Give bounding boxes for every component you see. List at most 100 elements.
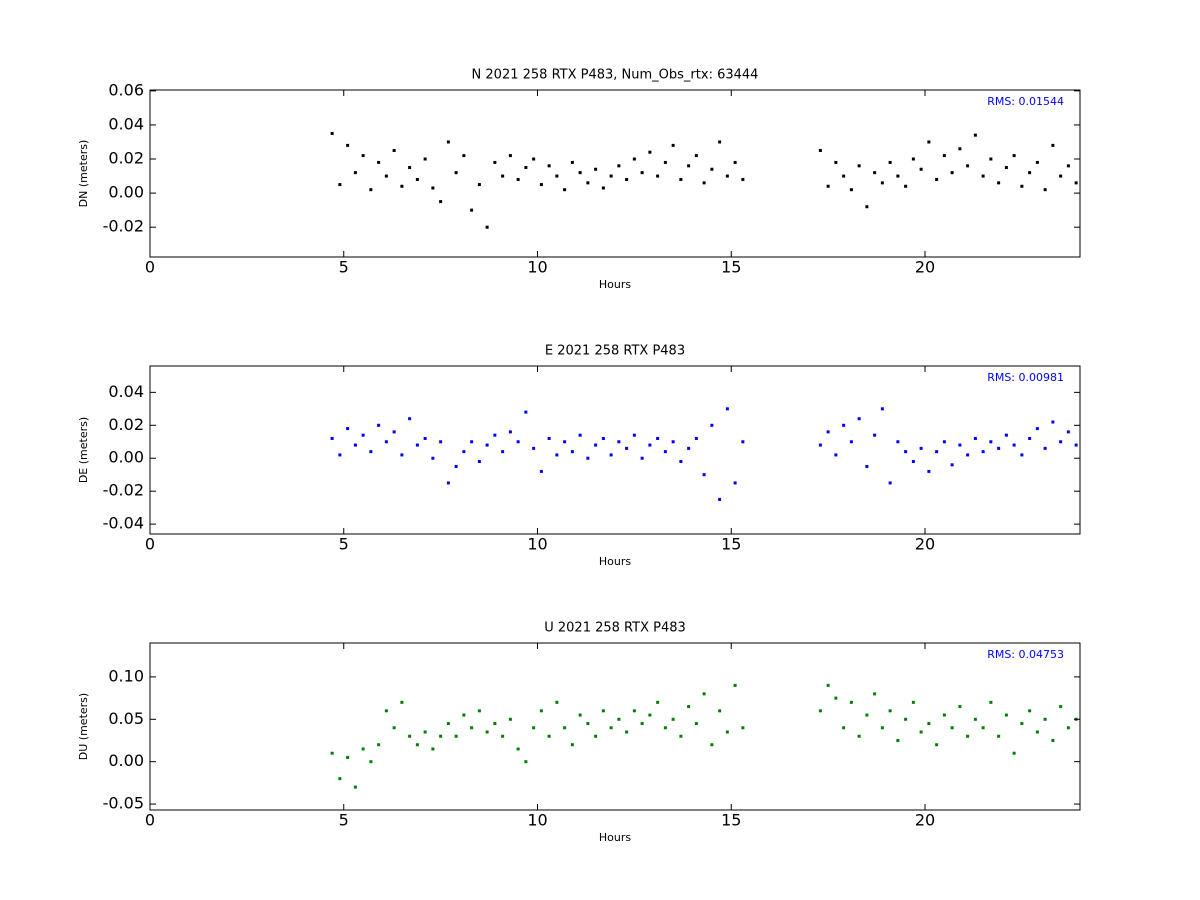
axes-frame	[149, 365, 1081, 535]
point	[470, 440, 474, 444]
point	[671, 440, 675, 444]
point	[989, 440, 993, 444]
point	[439, 200, 443, 204]
point	[377, 743, 381, 747]
point	[725, 407, 729, 411]
point	[601, 709, 605, 713]
axes-frame	[149, 642, 1081, 811]
point	[632, 433, 636, 437]
point	[1020, 453, 1024, 457]
point	[346, 755, 350, 759]
x-axis-label: Hours	[599, 555, 631, 568]
point	[896, 440, 900, 444]
point	[842, 726, 846, 730]
point	[1035, 427, 1039, 431]
point	[656, 174, 660, 178]
point	[353, 443, 357, 447]
point	[1004, 433, 1008, 437]
point	[818, 709, 822, 713]
point	[609, 453, 613, 457]
point	[718, 497, 722, 501]
point	[710, 423, 714, 427]
point	[865, 713, 869, 717]
y-tick-label: -0.05	[103, 794, 144, 813]
point	[1074, 443, 1078, 447]
point	[625, 446, 629, 450]
point	[485, 225, 489, 229]
point	[865, 464, 869, 468]
point	[539, 183, 543, 187]
point	[1012, 443, 1016, 447]
point	[400, 184, 404, 188]
point	[919, 730, 923, 734]
point	[594, 167, 598, 171]
point	[346, 143, 350, 147]
point	[361, 747, 365, 751]
y-tick-label: 0.02	[108, 415, 144, 434]
point	[532, 157, 536, 161]
point	[694, 154, 698, 158]
y-tick-label: 0.06	[108, 80, 144, 99]
point	[656, 700, 660, 704]
point	[609, 174, 613, 178]
y-tick-label: 0.00	[108, 751, 144, 770]
point	[617, 164, 621, 168]
point	[989, 157, 993, 161]
point	[594, 734, 598, 738]
point	[563, 188, 567, 192]
point	[911, 460, 915, 464]
point	[477, 183, 481, 187]
point	[408, 734, 412, 738]
point	[384, 174, 388, 178]
point	[330, 131, 334, 135]
point	[594, 443, 598, 447]
point	[950, 171, 954, 175]
point	[718, 140, 722, 144]
point	[733, 481, 737, 485]
point	[539, 469, 543, 473]
point	[919, 167, 923, 171]
point	[338, 183, 342, 187]
point	[896, 738, 900, 742]
point	[942, 154, 946, 158]
x-axis-label: Hours	[599, 831, 631, 844]
point	[849, 700, 853, 704]
point	[508, 430, 512, 434]
point	[470, 208, 474, 212]
x-tick-label: 0	[145, 811, 155, 830]
point	[415, 743, 419, 747]
point	[501, 734, 505, 738]
point	[547, 436, 551, 440]
y-axis-label: DN (meters)	[77, 140, 90, 208]
point	[493, 722, 497, 726]
point	[446, 722, 450, 726]
point	[834, 160, 838, 164]
point	[849, 188, 853, 192]
point	[601, 186, 605, 190]
point	[1066, 164, 1070, 168]
x-tick-label: 5	[339, 811, 349, 830]
point	[493, 160, 497, 164]
point	[640, 171, 644, 175]
point	[625, 177, 629, 181]
x-tick-label: 0	[145, 258, 155, 277]
x-tick-label: 15	[721, 535, 741, 554]
point	[873, 692, 877, 696]
point	[927, 140, 931, 144]
point	[563, 440, 567, 444]
point	[462, 450, 466, 454]
point	[663, 726, 667, 730]
point	[392, 726, 396, 730]
point	[1051, 738, 1055, 742]
point	[423, 157, 427, 161]
point	[1012, 154, 1016, 158]
point	[330, 436, 334, 440]
point	[958, 705, 962, 709]
axes-frame	[149, 89, 1081, 258]
x-tick-label: 20	[915, 258, 935, 277]
point	[570, 450, 574, 454]
point	[431, 456, 435, 460]
point	[454, 464, 458, 468]
point	[578, 433, 582, 437]
point	[1051, 143, 1055, 147]
